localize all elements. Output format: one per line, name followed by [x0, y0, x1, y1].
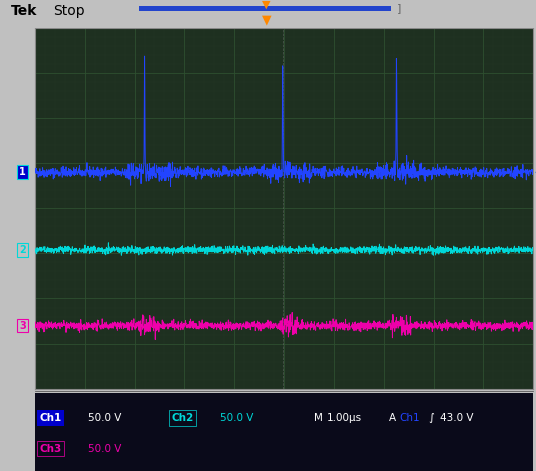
Text: Ch2: Ch2	[172, 413, 194, 423]
Text: 2: 2	[19, 245, 26, 255]
Text: 3: 3	[19, 321, 26, 331]
Text: 50.0 V: 50.0 V	[220, 413, 253, 423]
Text: 50.0 V: 50.0 V	[88, 413, 122, 423]
Text: M: M	[314, 413, 323, 423]
Text: Stop: Stop	[54, 4, 85, 18]
Text: ∫: ∫	[429, 413, 435, 423]
Text: ▼: ▼	[262, 0, 271, 9]
Text: 50.0 V: 50.0 V	[88, 444, 122, 454]
Text: 1: 1	[19, 167, 26, 178]
Text: Ch1: Ch1	[399, 413, 420, 423]
Text: Ch3: Ch3	[39, 444, 62, 454]
Text: Tek: Tek	[11, 4, 37, 18]
Text: 1.00μs: 1.00μs	[327, 413, 362, 423]
Text: A: A	[389, 413, 396, 423]
Text: 43.0 V: 43.0 V	[440, 413, 473, 423]
Text: Ch1: Ch1	[39, 413, 62, 423]
Text: ▼: ▼	[262, 13, 271, 26]
Text: ]: ]	[397, 3, 401, 14]
